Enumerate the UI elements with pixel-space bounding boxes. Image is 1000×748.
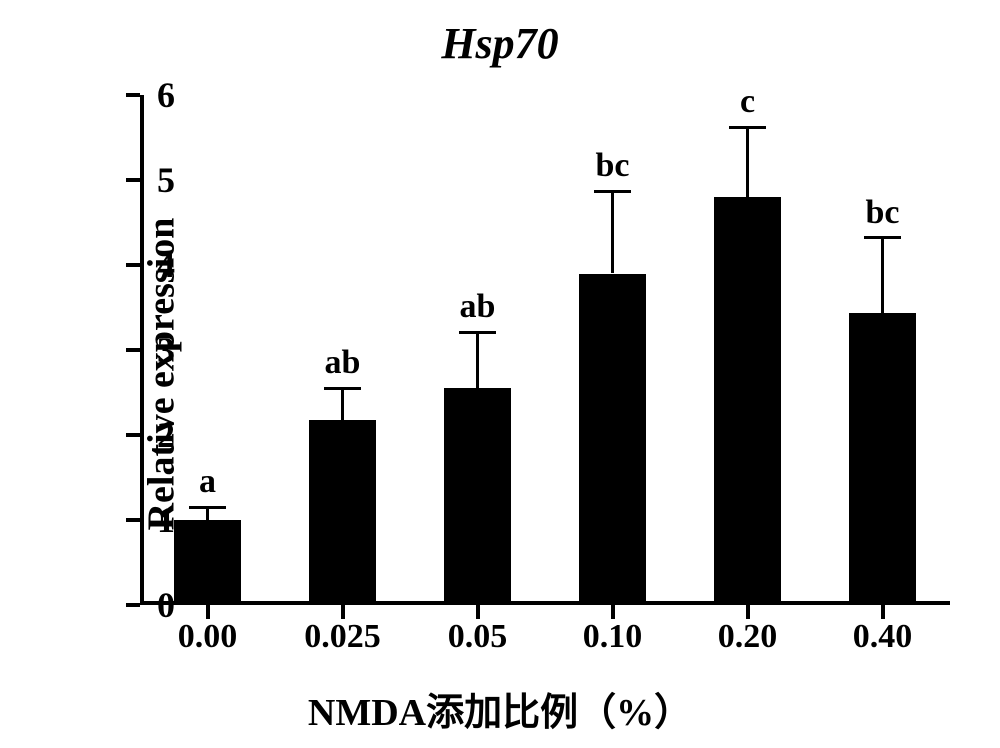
bar-chart: Hsp70 Relative expression NMDA添加比例（%） 01… <box>0 0 1000 748</box>
error-cap <box>864 236 902 239</box>
error-cap <box>594 190 632 193</box>
y-tick <box>126 518 140 522</box>
bar <box>849 313 917 605</box>
error-bar <box>746 127 749 197</box>
y-tick-label: 3 <box>157 329 175 371</box>
error-bar <box>206 507 209 520</box>
bar <box>579 274 647 606</box>
x-axis-line <box>140 601 950 605</box>
error-bar <box>341 388 344 419</box>
x-tick <box>746 605 750 619</box>
bar <box>309 420 377 605</box>
y-tick <box>126 433 140 437</box>
bar <box>714 197 782 605</box>
x-tick-label: 0.00 <box>178 618 238 656</box>
x-tick <box>611 605 615 619</box>
y-axis-line <box>140 95 144 605</box>
x-tick-label: 0.10 <box>583 618 643 656</box>
bar <box>444 388 512 605</box>
plot-area <box>140 95 950 605</box>
significance-label: bc <box>596 147 630 185</box>
significance-label: ab <box>460 288 496 326</box>
significance-label: ab <box>325 344 361 382</box>
error-bar <box>611 191 614 273</box>
y-tick <box>126 348 140 352</box>
error-cap <box>324 387 362 390</box>
y-tick-label: 4 <box>157 244 175 286</box>
y-tick-label: 6 <box>157 74 175 116</box>
x-tick <box>476 605 480 619</box>
y-tick-label: 1 <box>157 499 175 541</box>
significance-label: c <box>740 83 755 121</box>
y-tick-label: 2 <box>157 414 175 456</box>
error-cap <box>189 506 227 509</box>
x-tick <box>341 605 345 619</box>
error-cap <box>729 126 767 129</box>
bar <box>174 520 242 605</box>
y-tick-label: 5 <box>157 159 175 201</box>
x-axis-label: NMDA添加比例（%） <box>0 681 1000 736</box>
error-cap <box>459 331 497 334</box>
error-bar <box>881 238 884 313</box>
y-tick <box>126 93 140 97</box>
x-tick <box>206 605 210 619</box>
x-tick-label: 0.20 <box>718 618 778 656</box>
y-tick <box>126 178 140 182</box>
y-tick <box>126 263 140 267</box>
y-tick-label: 0 <box>157 584 175 626</box>
y-tick <box>126 603 140 607</box>
error-bar <box>476 332 479 388</box>
significance-label: bc <box>866 194 900 232</box>
significance-label: a <box>199 463 216 501</box>
chart-title: Hsp70 <box>0 18 1000 69</box>
x-tick-label: 0.025 <box>304 618 381 656</box>
x-tick-label: 0.40 <box>853 618 913 656</box>
x-tick-label: 0.05 <box>448 618 508 656</box>
x-tick <box>881 605 885 619</box>
